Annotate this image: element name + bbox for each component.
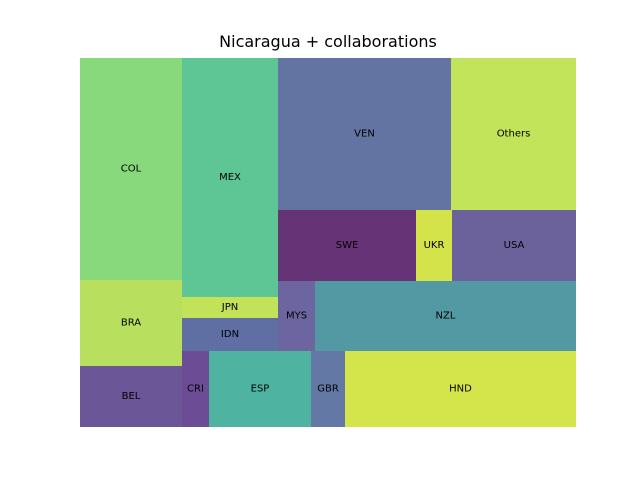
tile-label-nzl: NZL [436,311,456,322]
tile-label-usa: USA [504,240,525,251]
tile-jpn [182,297,278,318]
tile-nzl [315,281,576,351]
tile-label-gbr: GBR [317,384,339,395]
tile-label-others: Others [497,129,531,140]
tile-label-ukr: UKR [424,240,445,251]
tile-label-ven: VEN [354,129,375,140]
tile-swe [278,210,416,281]
tile-usa [452,210,576,281]
tile-others [451,58,576,210]
tile-label-mys: MYS [286,311,307,322]
tile-esp [209,351,311,427]
tile-col [80,58,182,280]
tile-mex [182,58,278,297]
tile-ukr [416,210,452,281]
tile-gbr [311,351,345,427]
tile-label-jpn: JPN [221,302,238,313]
tile-label-mex: MEX [219,172,241,183]
tile-label-hnd: HND [449,384,472,395]
tile-label-idn: IDN [221,329,239,340]
tile-cri [182,351,209,427]
tile-mys [278,281,315,351]
tile-hnd [345,351,576,427]
tile-label-bel: BEL [122,391,141,402]
tile-ven [278,58,451,210]
chart-title: Nicaragua + collaborations [219,32,437,51]
tile-label-swe: SWE [336,240,359,251]
tile-bel [80,366,182,427]
tile-label-cri: CRI [187,384,204,395]
tile-bra [80,280,182,366]
tile-label-esp: ESP [251,384,270,395]
tile-label-col: COL [121,164,142,175]
tile-label-bra: BRA [121,318,141,329]
tile-idn [182,318,278,351]
